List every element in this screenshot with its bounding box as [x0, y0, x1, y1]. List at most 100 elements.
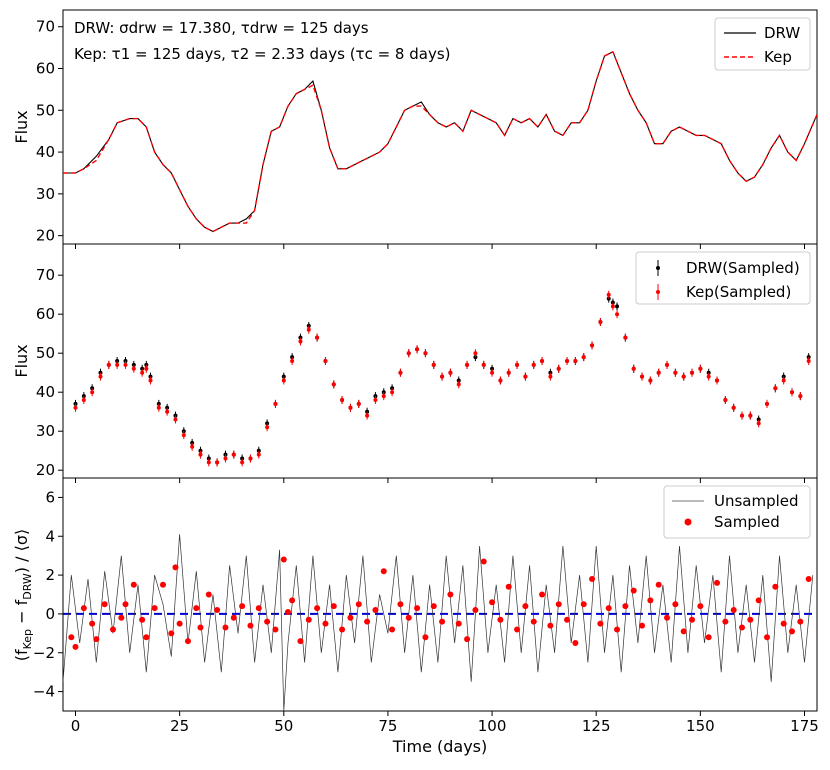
kep-sampled-point [523, 374, 528, 379]
legend-sampled-marker [684, 518, 692, 526]
kep-sampled-point [181, 433, 186, 438]
kep-sampled-point [340, 398, 345, 402]
sampled-point [289, 597, 296, 604]
sampled-point [414, 605, 421, 612]
kep-sampled-point [415, 347, 420, 352]
p1-ytick-label: 20 [36, 461, 55, 479]
sampled-point [176, 620, 183, 627]
sampled-point [630, 587, 637, 594]
kep-sampled-point [240, 460, 245, 465]
kep-sampled-point [73, 405, 78, 410]
kep-sampled-point [215, 460, 220, 465]
sampled-point [122, 601, 129, 608]
bottom-xlabel: Time (days) [392, 737, 488, 756]
ylabel-sub-2: DRW [21, 573, 34, 600]
kep-sampled-point [598, 320, 603, 324]
sampled-point [239, 603, 246, 610]
xtick-label: 150 [686, 717, 715, 735]
sampled-point [522, 603, 529, 610]
kep-line [63, 50, 817, 233]
annotation-drw: DRW: σdrw = 17.380, τdrw = 125 days [74, 19, 369, 37]
kep-sampled-point [98, 374, 103, 379]
sampled-point [539, 591, 546, 598]
p0-ytick-label: 60 [36, 60, 55, 78]
sampled-point [255, 605, 262, 612]
sampled-point [464, 636, 471, 643]
kep-sampled-point [256, 452, 261, 457]
kep-sampled-point [765, 401, 770, 406]
kep-sampled-point [323, 359, 328, 363]
kep-sampled-point [723, 398, 728, 402]
p2-ytick-label: 0 [45, 605, 55, 623]
sampled-point [184, 638, 191, 645]
sampled-point [139, 616, 146, 623]
kep-sampled-point [106, 362, 111, 367]
sampled-point [89, 620, 96, 627]
p1-ytick-label: 50 [36, 344, 55, 362]
kep-sampled-point [773, 386, 778, 391]
kep-sampled-point [448, 370, 453, 375]
kep-sampled-point [790, 390, 795, 395]
sampled-point [805, 575, 812, 582]
sampled-point [564, 616, 571, 623]
kep-sampled-point [140, 370, 145, 375]
xtick-label: 75 [378, 717, 397, 735]
sampled-point [589, 575, 596, 582]
kep-sampled-point [706, 374, 711, 379]
sampled-point [172, 564, 179, 571]
kep-sampled-point [690, 370, 695, 375]
sampled-point [197, 624, 204, 631]
middle-ylabel: Flux [12, 344, 31, 377]
legend-sampled-label: Sampled [714, 513, 780, 531]
legend-top: DRW Kep [714, 17, 811, 71]
kep-sampled-point [806, 359, 811, 363]
sampled-point [505, 583, 512, 590]
drw-sampled-point [615, 304, 620, 309]
sampled-point [389, 626, 396, 633]
kep-sampled-point [156, 405, 161, 410]
sampled-point [68, 634, 75, 641]
p2-ytick-label: 2 [45, 566, 55, 584]
panel-middle-plot-area [73, 290, 811, 467]
ylabel-sub-1: Kep [21, 629, 34, 649]
ylabel-part-3: ) / ⟨σ⟩ [12, 529, 31, 573]
panel-bottom-frame [62, 477, 818, 712]
sampled-point [722, 618, 729, 625]
kep-sampled-point [481, 362, 486, 367]
unsampled-line [63, 534, 814, 711]
p1-ytick-label: 60 [36, 305, 55, 323]
kep-sampled-point [673, 370, 678, 375]
kep-sampled-point [306, 327, 311, 332]
xtick-label: 125 [582, 717, 611, 735]
kep-sampled-point [573, 359, 578, 363]
sampled-point [214, 607, 221, 614]
p2-ytick-label: 4 [45, 527, 55, 545]
sampled-point [130, 581, 137, 588]
kep-sampled-point [648, 378, 653, 383]
kep-sampled-point [373, 398, 378, 402]
kep-sampled-point [290, 359, 295, 363]
p0-ytick-label: 40 [36, 143, 55, 161]
sampled-point [455, 620, 462, 627]
sampled-point [380, 568, 387, 575]
xtick-label: 25 [170, 717, 189, 735]
sampled-point [264, 618, 271, 625]
kep-sampled-point [148, 378, 153, 383]
sampled-point [280, 556, 287, 563]
kep-sampled-point [548, 374, 553, 379]
sampled-point [439, 618, 446, 625]
sampled-point [480, 558, 487, 565]
kep-sampled-point [756, 421, 761, 426]
kep-sampled-point [431, 362, 436, 367]
kep-sampled-point [398, 370, 403, 375]
p2-ytick-label: −4 [33, 683, 55, 701]
sampled-point [664, 614, 671, 621]
kep-sampled-point [623, 335, 628, 340]
xtick-label: 50 [274, 717, 293, 735]
kep-sampled-point [348, 405, 353, 410]
panel-top-plot-area [63, 50, 817, 233]
kep-sampled-point [465, 362, 470, 367]
sampled-point [247, 622, 254, 629]
legend-bottom-box [663, 485, 811, 539]
kep-sampled-point [615, 312, 620, 317]
